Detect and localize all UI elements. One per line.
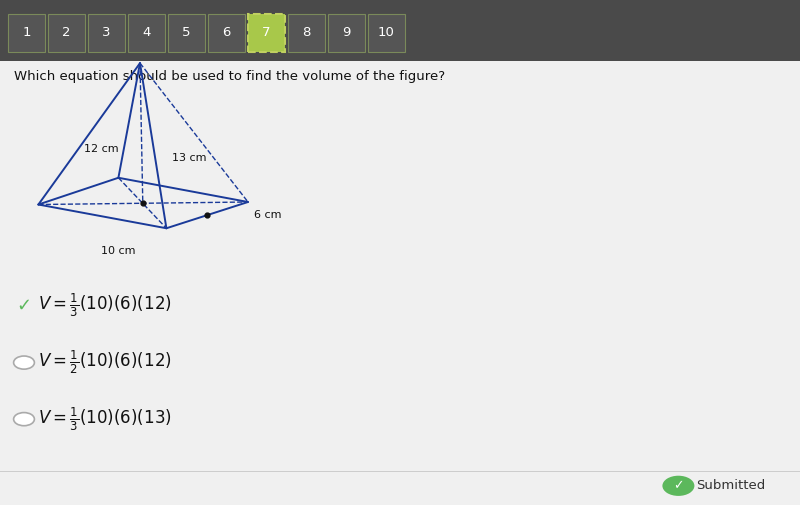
Bar	[0, 61, 800, 505]
Circle shape	[14, 356, 34, 369]
FancyBboxPatch shape	[8, 14, 45, 52]
Text: $V = \frac{1}{3}(10)(6)(12)$: $V = \frac{1}{3}(10)(6)(12)$	[38, 292, 172, 319]
Text: 10: 10	[378, 26, 395, 39]
FancyBboxPatch shape	[288, 14, 325, 52]
Text: 5: 5	[182, 26, 190, 39]
FancyBboxPatch shape	[248, 14, 285, 52]
Bar	[0, 0, 800, 61]
FancyBboxPatch shape	[168, 14, 205, 52]
Text: 4: 4	[142, 26, 150, 39]
Text: ✓: ✓	[17, 296, 31, 315]
Text: 10 cm: 10 cm	[101, 246, 136, 257]
FancyBboxPatch shape	[128, 14, 165, 52]
Text: 7: 7	[262, 26, 270, 39]
Circle shape	[662, 476, 694, 496]
Text: 8: 8	[302, 26, 310, 39]
Text: 1: 1	[22, 26, 30, 39]
Text: $V = \frac{1}{3}(10)(6)(13)$: $V = \frac{1}{3}(10)(6)(13)$	[38, 406, 172, 433]
Text: 12 cm: 12 cm	[84, 144, 118, 154]
FancyBboxPatch shape	[368, 14, 405, 52]
Text: Submitted: Submitted	[696, 479, 766, 492]
Text: 6 cm: 6 cm	[254, 210, 282, 220]
Circle shape	[14, 413, 34, 426]
Text: 13 cm: 13 cm	[172, 153, 206, 163]
Text: 2: 2	[62, 26, 70, 39]
FancyBboxPatch shape	[88, 14, 125, 52]
FancyBboxPatch shape	[208, 14, 245, 52]
Text: 6: 6	[222, 26, 230, 39]
FancyBboxPatch shape	[48, 14, 85, 52]
Text: 9: 9	[342, 26, 350, 39]
Text: $V = \frac{1}{2}(10)(6)(12)$: $V = \frac{1}{2}(10)(6)(12)$	[38, 349, 172, 376]
FancyBboxPatch shape	[328, 14, 365, 52]
Text: Which equation should be used to find the volume of the figure?: Which equation should be used to find th…	[14, 70, 446, 83]
Text: 3: 3	[102, 26, 110, 39]
Text: ✓: ✓	[673, 479, 684, 492]
